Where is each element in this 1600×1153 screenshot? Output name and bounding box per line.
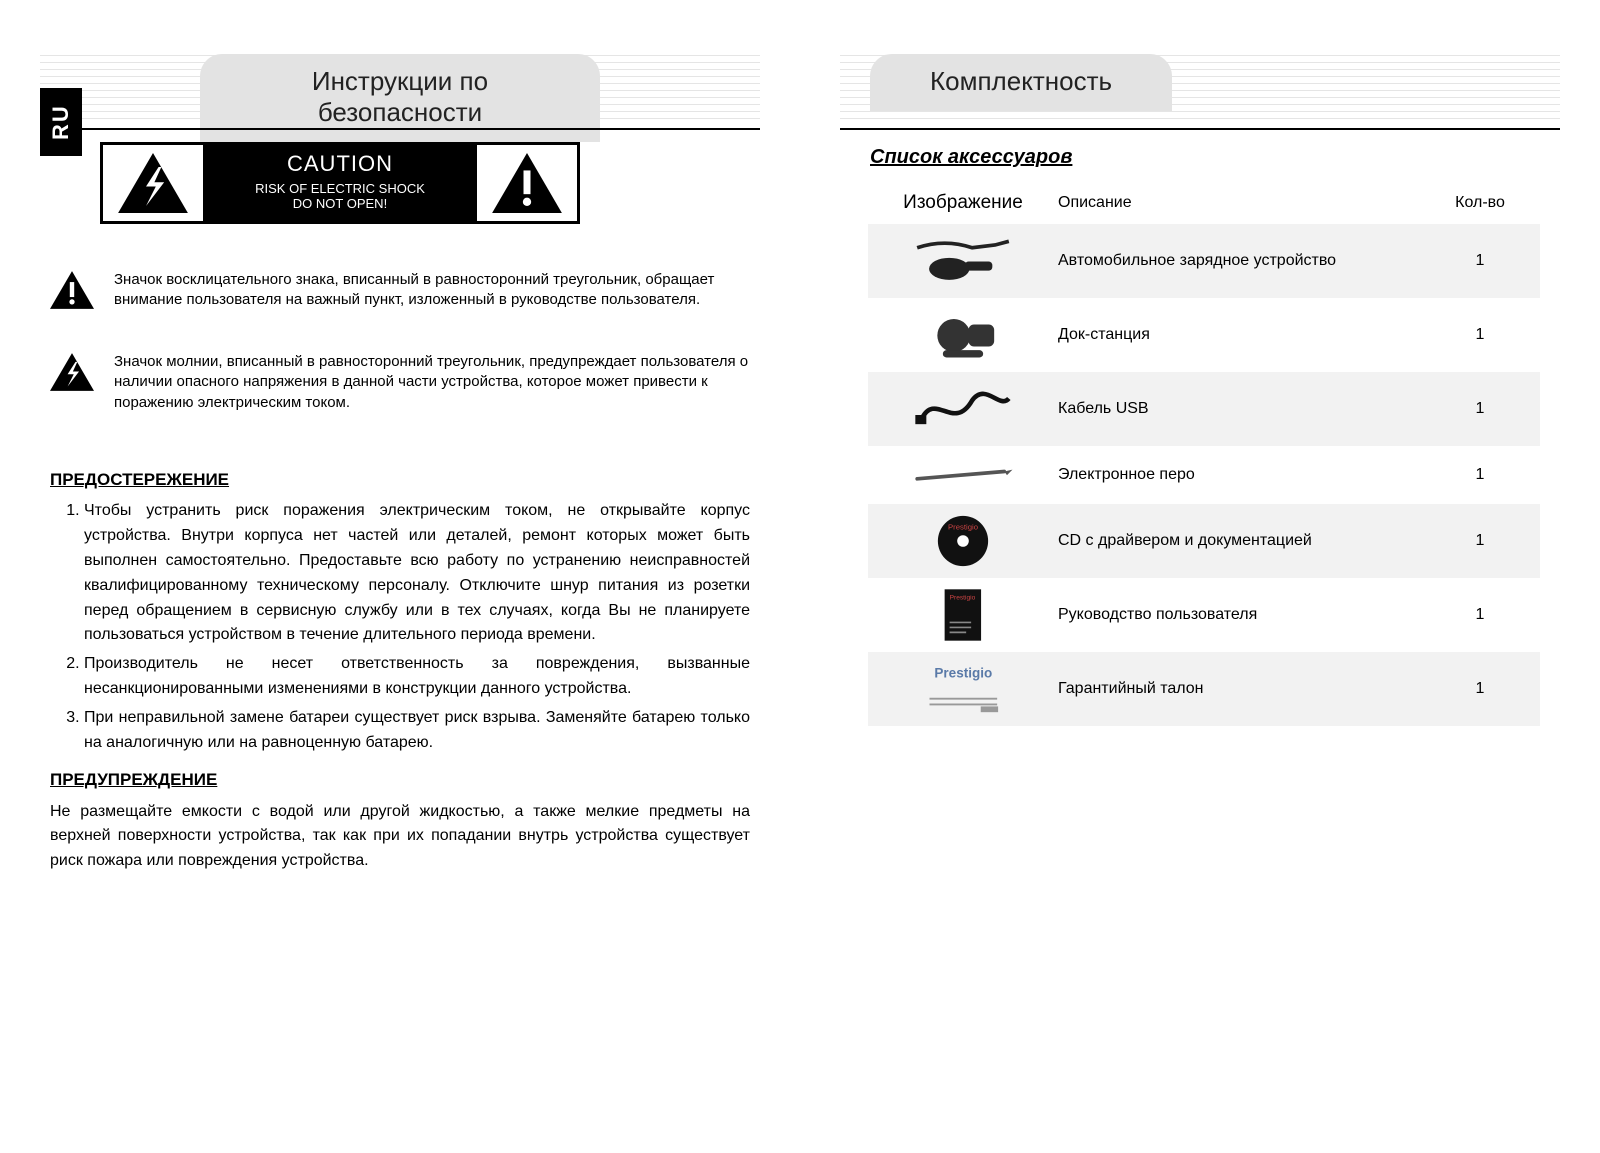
bolt-icon bbox=[50, 352, 94, 398]
caution-line2: RISK OF ELECTRIC SHOCK bbox=[207, 181, 473, 196]
row-desc: Руководство пользователя bbox=[1058, 606, 1420, 624]
exclaim-text: Значок восклицательного знака, вписанный… bbox=[114, 270, 750, 311]
table-row: Автомобильное зарядное устройство 1 bbox=[868, 224, 1540, 298]
stylus-icon bbox=[908, 446, 1018, 504]
caution-list: Чтобы устранить риск поражения электриче… bbox=[50, 499, 750, 755]
row-qty: 1 bbox=[1420, 252, 1540, 270]
row-desc: Док-станция bbox=[1058, 326, 1420, 344]
svg-text:Prestigio: Prestigio bbox=[948, 522, 978, 531]
header-rule-right bbox=[840, 128, 1560, 130]
caution-heading: ПРЕДОСТЕРЕЖЕНИЕ bbox=[50, 467, 750, 493]
cd-icon: Prestigio bbox=[908, 512, 1018, 570]
icon-explanation-bolt: Значок молнии, вписанный в равносторонни… bbox=[50, 352, 750, 413]
exclaim-icon bbox=[50, 270, 94, 316]
header-title-right: Комплектность bbox=[930, 66, 1112, 96]
warranty-icon: Prestigio bbox=[908, 660, 1018, 718]
caution-line1: CAUTION bbox=[207, 151, 473, 177]
th-desc: Описание bbox=[1058, 194, 1420, 212]
caution-bolt-icon bbox=[103, 145, 203, 221]
bolt-text: Значок молнии, вписанный в равносторонни… bbox=[114, 352, 750, 413]
header-pill-right: Комплектность bbox=[870, 54, 1172, 111]
caution-line3: DO NOT OPEN! bbox=[207, 196, 473, 211]
warning-heading: ПРЕДУПРЕЖДЕНИЕ bbox=[50, 767, 750, 793]
row-qty: 1 bbox=[1420, 400, 1540, 418]
row-desc: CD с драйвером и документацией bbox=[1058, 532, 1420, 550]
row-desc: Кабель USB bbox=[1058, 400, 1420, 418]
car-charger-icon bbox=[908, 232, 1018, 290]
row-desc: Электронное перо bbox=[1058, 466, 1420, 484]
cradle-icon bbox=[908, 306, 1018, 364]
row-qty: 1 bbox=[1420, 606, 1540, 624]
warnings-block: ПРЕДОСТЕРЕЖЕНИЕ Чтобы устранить риск пор… bbox=[50, 455, 750, 874]
row-desc: Гарантийный талон bbox=[1058, 680, 1420, 698]
caution-item: При неправильной замене батареи существу… bbox=[84, 706, 750, 756]
table-row: Электронное перо 1 bbox=[868, 446, 1540, 504]
caution-exclaim-icon bbox=[477, 145, 577, 221]
table-row: Док-станция 1 bbox=[868, 298, 1540, 372]
icon-explanation-exclaim: Значок восклицательного знака, вписанный… bbox=[50, 270, 750, 316]
th-qty: Кол-во bbox=[1420, 194, 1540, 212]
accessories-table: Изображение Описание Кол-во Автомобильно… bbox=[868, 186, 1540, 726]
usb-cable-icon bbox=[908, 380, 1018, 438]
table-row: Prestigio Гарантийный талон 1 bbox=[868, 652, 1540, 726]
row-qty: 1 bbox=[1420, 466, 1540, 484]
svg-text:Prestigio: Prestigio bbox=[950, 594, 976, 601]
accessories-title: Список аксессуаров bbox=[870, 146, 1072, 169]
language-tab: RU bbox=[40, 88, 82, 156]
row-qty: 1 bbox=[1420, 680, 1540, 698]
caution-text: CAUTION RISK OF ELECTRIC SHOCK DO NOT OP… bbox=[203, 145, 477, 221]
caution-item: Чтобы устранить риск поражения электриче… bbox=[84, 499, 750, 648]
warning-text: Не размещайте емкости с водой или другой… bbox=[50, 800, 750, 874]
table-row: Prestigio CD с драйвером и документацией… bbox=[868, 504, 1540, 578]
table-header: Изображение Описание Кол-во bbox=[868, 186, 1540, 224]
manual-icon: Prestigio bbox=[908, 586, 1018, 644]
header-rule-left bbox=[40, 128, 760, 130]
th-image: Изображение bbox=[868, 192, 1058, 214]
caution-box: CAUTION RISK OF ELECTRIC SHOCK DO NOT OP… bbox=[100, 142, 580, 224]
row-qty: 1 bbox=[1420, 532, 1540, 550]
row-qty: 1 bbox=[1420, 326, 1540, 344]
header-title-left: Инструкции по безопасности bbox=[312, 66, 488, 127]
table-row: Prestigio Руководство пользователя 1 bbox=[868, 578, 1540, 652]
caution-item: Производитель не несет ответственность з… bbox=[84, 652, 750, 702]
svg-text:Prestigio: Prestigio bbox=[934, 665, 992, 680]
table-row: Кабель USB 1 bbox=[868, 372, 1540, 446]
row-desc: Автомобильное зарядное устройство bbox=[1058, 252, 1420, 270]
